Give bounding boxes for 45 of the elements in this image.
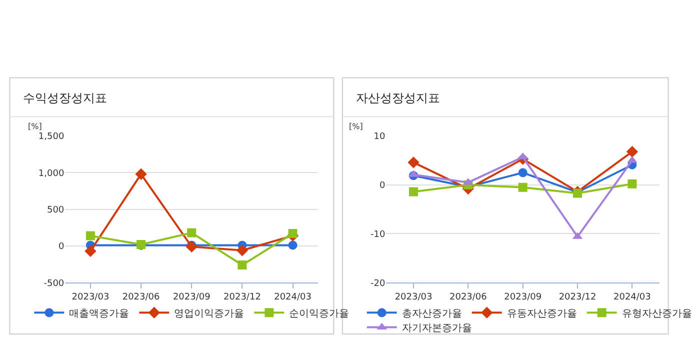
point [135, 168, 147, 180]
point [409, 187, 418, 196]
x-tick-label: 2023/12 [224, 292, 261, 302]
x-tick-label: 2023/06 [449, 292, 488, 302]
point [626, 146, 638, 158]
legend-label: 유동자산증가율 [506, 308, 577, 320]
y-axis-title: [%] [349, 122, 363, 131]
point [187, 228, 196, 238]
x-tick-label: 2023/03 [394, 292, 432, 302]
legend-label: 유형자산증가율 [622, 308, 692, 320]
x-tick-label: 2023/09 [504, 292, 542, 302]
legend-label: 자기자본증가율 [402, 323, 472, 334]
point [288, 240, 298, 250]
y-tick-label: -20 [370, 278, 386, 289]
legend-label: 총자산증가율 [402, 308, 462, 320]
y-tick-label: 1,500 [38, 132, 64, 142]
x-tick-label: 2023/03 [72, 292, 110, 302]
point [86, 231, 95, 240]
y-tick-label: -10 [370, 230, 386, 240]
point [186, 240, 198, 253]
x-tick-label: 2023/06 [122, 292, 160, 302]
x-tick-label: 2023/12 [558, 292, 596, 302]
point [518, 182, 528, 192]
point [408, 156, 420, 168]
point [518, 168, 528, 178]
x-tick-label: 2023/09 [172, 292, 211, 302]
point [628, 179, 637, 188]
point [236, 244, 248, 256]
y-tick-label: 0 [379, 181, 386, 192]
chart-title: 수익성장성지표 [23, 91, 107, 105]
chart-title: 자산성장성지표 [356, 91, 440, 105]
legend-label: 영업이익증가율 [174, 308, 244, 320]
point [84, 245, 96, 257]
y-axis-title: [%] [28, 122, 42, 131]
x-tick-label: 2024/03 [274, 292, 312, 302]
point [288, 229, 298, 238]
y-tick-label: 1,000 [38, 168, 64, 179]
legend-label: 매출액증가율 [69, 308, 130, 320]
legend-label: 순이익증가율 [289, 308, 350, 320]
point [238, 260, 247, 270]
y-tick-label: 0 [58, 242, 64, 252]
x-tick-label: 2024/03 [613, 292, 651, 302]
y-tick-label: 500 [46, 205, 64, 216]
y-tick-label: 10 [374, 132, 386, 142]
y-tick-label: -500 [44, 278, 64, 289]
